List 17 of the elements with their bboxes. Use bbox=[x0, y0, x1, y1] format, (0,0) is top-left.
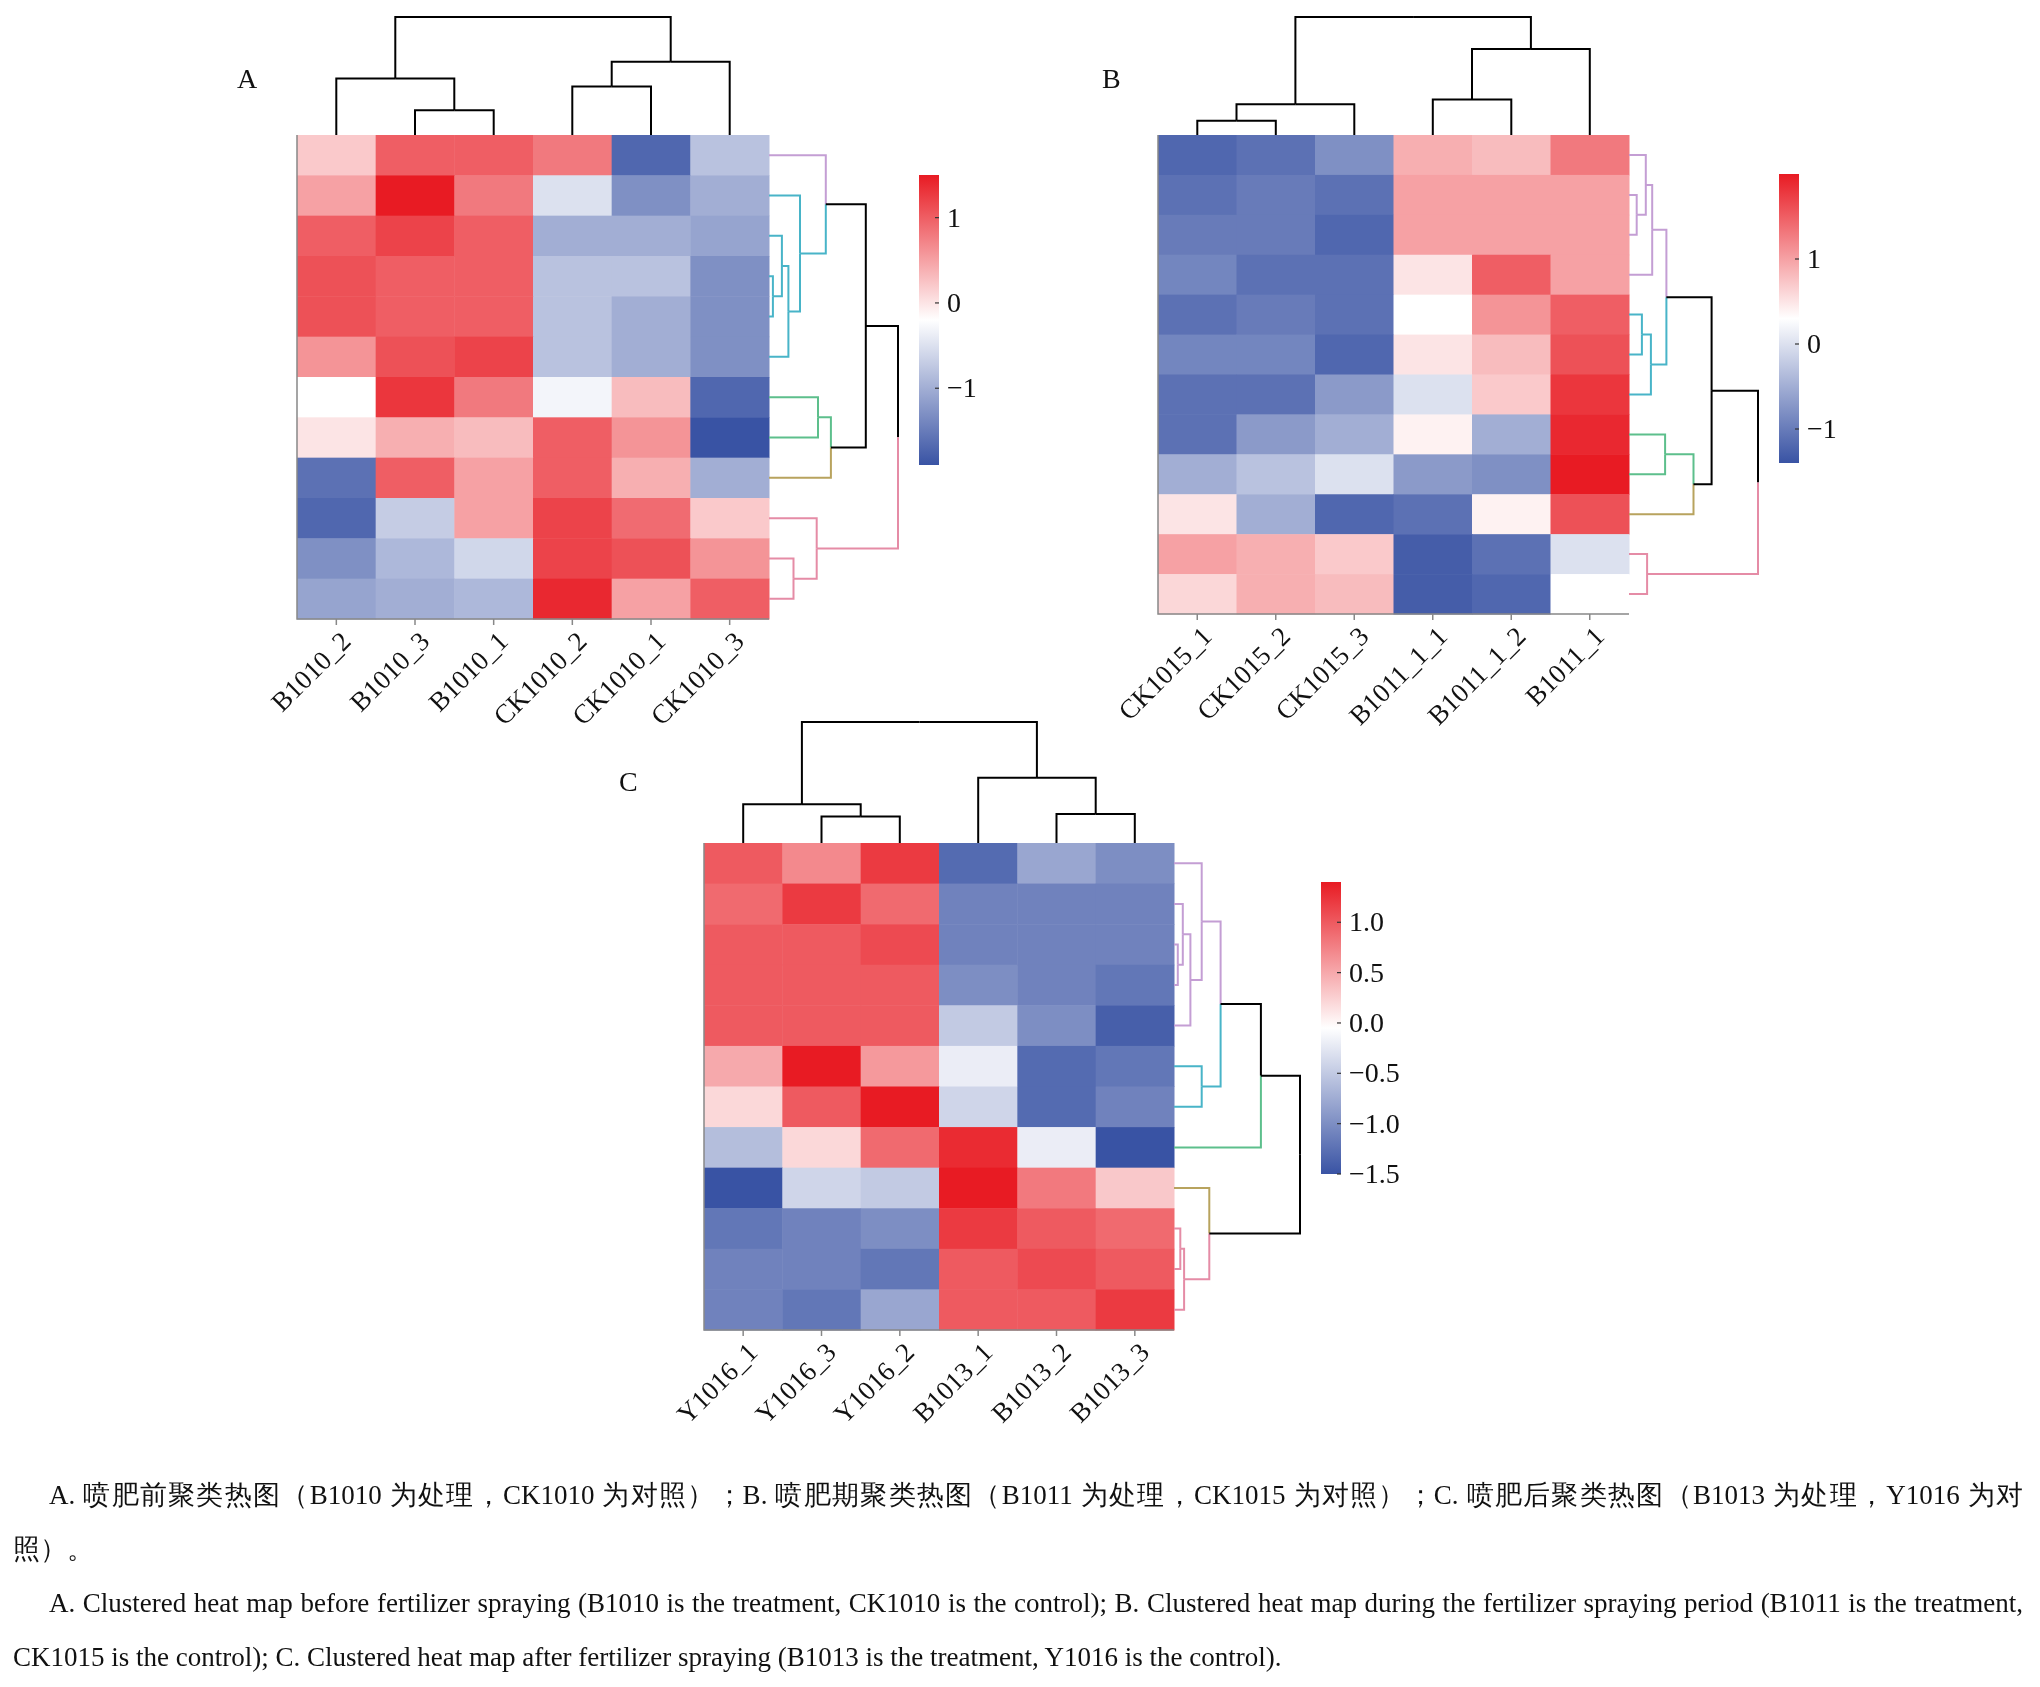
color-bar-label: 1 bbox=[947, 201, 961, 233]
color-bar-label: 0.0 bbox=[1349, 1006, 1384, 1038]
color-bar-label: 0.5 bbox=[1349, 956, 1384, 988]
color-bar-label: 0 bbox=[947, 286, 961, 318]
text: A. Clustered heat map before fertilizer spraying (B1010 is the treatment, CK1010 is the control); B. Clustered heat map during the fertilizer spraying period (B1011 is the treatment, CK1015 is the control); C. Clustered heat map after fertilizer spraying (B1013 is the treatment, Y1016 is the control). bbox=[13, 1587, 2023, 1674]
color-bar-label: 1 bbox=[1807, 243, 1821, 274]
color-bar-label: −1.0 bbox=[1349, 1107, 1400, 1139]
color-bar-label: −0.5 bbox=[1349, 1057, 1400, 1089]
chart-title: A bbox=[237, 63, 258, 94]
text: A. 喷肥前聚类热图（B1010 为处理，CK1010 为对照）；B. 喷肥期聚类热图（B1011 为处理，CK1015 为对照）；C. 喷肥后聚类热图（B1013 为处理，Y1016 为对照）。 bbox=[13, 1479, 2023, 1566]
color-bar-label: 1.0 bbox=[1349, 906, 1384, 938]
color-bar-label: 0 bbox=[1807, 328, 1821, 359]
chart-title: B bbox=[1102, 63, 1121, 94]
color-bar-label: −1 bbox=[1807, 413, 1837, 444]
color-bar-label: −1.5 bbox=[1349, 1158, 1400, 1189]
color-bar-label: −1 bbox=[947, 372, 977, 404]
chart-title: C bbox=[619, 766, 638, 797]
